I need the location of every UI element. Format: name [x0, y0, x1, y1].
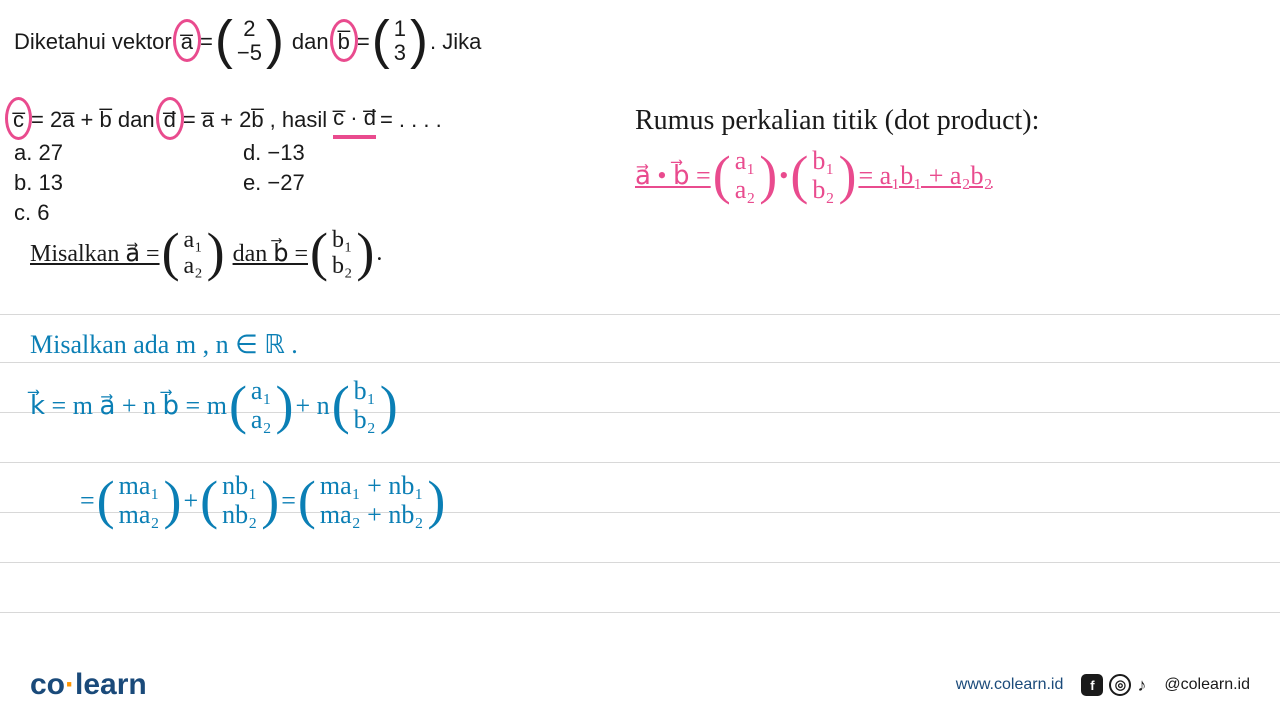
page: Diketahui vektor a̅ = ( 2 −5 ) dan b̅ = … — [0, 0, 1280, 720]
blue-k-eq: k⃗ = m a⃗ + n b⃗ = m — [30, 391, 227, 421]
pink-dot: • — [779, 161, 788, 191]
text-dan: dan — [292, 24, 329, 59]
blue-r2: ma₂ + nb₂ — [320, 501, 424, 530]
pink-b1: b₁ — [812, 147, 834, 176]
problem-line-1: Diketahui vektor a̅ = ( 2 −5 ) dan b̅ = … — [14, 15, 481, 67]
blue-vec-ma: ( ma₁ ma₂ ) — [97, 470, 182, 531]
blue3-eq2: = — [281, 486, 296, 516]
blue-vec-result: ( ma₁ + nb₁ ma₂ + nb₂ ) — [298, 470, 446, 531]
blue3-eq: = — [80, 486, 95, 516]
footer-url[interactable]: www.colearn.id — [956, 676, 1064, 694]
blue-a2: a₂ — [251, 406, 272, 435]
hw-black-period: . — [376, 240, 382, 267]
text-end: = . . . . — [380, 102, 442, 137]
pink-title-text: Rumus perkalian titik (dot product): — [635, 105, 1039, 136]
tiktok-icon[interactable]: ♪ — [1137, 675, 1146, 696]
facebook-icon[interactable]: f — [1081, 674, 1103, 696]
hw-vec-b: ( b₁ b₂ ) — [310, 225, 374, 282]
option-d: d. −13 — [243, 140, 305, 166]
logo-learn: learn — [75, 668, 147, 701]
pink-vec-a: ( a₁ a₂ ) — [713, 145, 778, 206]
text-mid1: = 2a̅ + b̅ dan — [31, 102, 155, 137]
d-label: d̅ — [164, 107, 176, 132]
blue-plus-n: + n — [296, 391, 330, 421]
hw-b2: b₂ — [332, 253, 352, 279]
pink-result: = a₁b₁ + a₂b₂ — [858, 161, 992, 191]
hw-blue-line-3: = ( ma₁ ma₂ ) + ( nb₁ nb₂ ) = ( ma₁ + nb… — [80, 470, 447, 531]
option-c: c. 6 — [14, 200, 63, 226]
text-jika: . Jika — [430, 24, 481, 59]
blue-nb1: nb₁ — [222, 472, 257, 501]
blue-b1: b₁ — [354, 377, 376, 406]
blue-ma1: ma₁ — [119, 472, 160, 501]
blue-misalkan-mn: Misalkan ada m , n ∈ ℝ . — [30, 330, 298, 359]
b-bot: 3 — [394, 41, 406, 65]
option-b: b. 13 — [14, 170, 63, 196]
options: a. 27 b. 13 c. 6 d. −13 e. −27 — [14, 140, 305, 226]
text-mid2: = a̅ + 2b̅ , hasil — [183, 102, 327, 137]
pink-vec-b: ( b₁ b₂ ) — [790, 145, 856, 206]
blue-b2: b₂ — [354, 406, 376, 435]
logo-dot: · — [65, 668, 75, 701]
a-bot: −5 — [237, 41, 262, 65]
option-a: a. 27 — [14, 140, 63, 166]
hw-a2: a₂ — [184, 253, 203, 279]
hw-blue-line-1: Misalkan ada m , n ∈ ℝ . — [30, 330, 298, 360]
circled-a: a̅ — [178, 24, 196, 59]
blue-vec-b: ( b₁ b₂ ) — [332, 375, 398, 436]
social-icons: f ◎ ♪ — [1081, 674, 1146, 696]
b-label: b̅ — [338, 29, 350, 54]
blue-nb2: nb₂ — [222, 501, 257, 530]
equals-2: = — [357, 24, 370, 59]
circled-d: d̅ — [161, 102, 179, 137]
b-top: 1 — [394, 17, 406, 41]
circled-b: b̅ — [335, 24, 353, 59]
footer-right: www.colearn.id f ◎ ♪ @colearn.id — [956, 674, 1250, 696]
problem-line-2: c̅ = 2a̅ + b̅ dan d̅ = a̅ + 2b̅ , hasil … — [10, 100, 442, 139]
blue-vec-nb: ( nb₁ nb₂ ) — [200, 470, 279, 531]
hw-blue-line-2: k⃗ = m a⃗ + n b⃗ = m ( a₁ a₂ ) + n ( b₁ … — [30, 375, 400, 436]
vector-a: ( 2 −5 ) — [215, 15, 284, 67]
hw-pink-eq: a⃗ • b⃗ = ( a₁ a₂ ) • ( b₁ b₂ ) = a₁b₁ +… — [635, 145, 993, 206]
options-col-1: a. 27 b. 13 c. 6 — [14, 140, 63, 226]
hw-a1: a₁ — [184, 227, 203, 253]
hw-dan-b: dan b⃗ = — [233, 239, 308, 268]
blue-vec-a: ( a₁ a₂ ) — [229, 375, 294, 436]
logo-co: co — [30, 668, 65, 701]
blue-r1: ma₁ + nb₁ — [320, 472, 424, 501]
pink-eq-left: a⃗ • b⃗ = — [635, 161, 711, 191]
a-top: 2 — [243, 17, 255, 41]
option-e: e. −27 — [243, 170, 305, 196]
hw-black-line-1: Misalkan a⃗ = ( a₁ a₂ ) dan b⃗ = ( b₁ b₂… — [30, 225, 382, 282]
pink-a2: a₂ — [735, 176, 756, 205]
hw-misalkan-ab: Misalkan a⃗ = — [30, 239, 160, 268]
pink-b2: b₂ — [812, 176, 834, 205]
equals-1: = — [200, 24, 213, 59]
options-col-2: d. −13 e. −27 — [243, 140, 305, 226]
blue-ma2: ma₂ — [119, 501, 160, 530]
hw-vec-a: ( a₁ a₂ ) — [162, 225, 225, 282]
instagram-icon[interactable]: ◎ — [1109, 674, 1131, 696]
footer-handle[interactable]: @colearn.id — [1164, 676, 1250, 694]
logo: co·learn — [30, 668, 147, 702]
pink-a1: a₁ — [735, 147, 756, 176]
footer: co·learn www.colearn.id f ◎ ♪ @colearn.i… — [0, 668, 1280, 702]
a-label: a̅ — [181, 29, 193, 54]
blue3-plus: + — [183, 486, 198, 516]
hw-pink-title: Rumus perkalian titik (dot product): — [635, 105, 1039, 137]
vector-b: ( 1 3 ) — [372, 15, 428, 67]
c-label: c̅ — [13, 107, 24, 132]
blue-a1: a₁ — [251, 377, 272, 406]
circled-c: c̅ — [10, 102, 27, 137]
hw-b1: b₁ — [332, 227, 352, 253]
underlined-dot: c̅ · d̅ — [333, 100, 376, 139]
text-diketahui: Diketahui vektor — [14, 24, 172, 59]
